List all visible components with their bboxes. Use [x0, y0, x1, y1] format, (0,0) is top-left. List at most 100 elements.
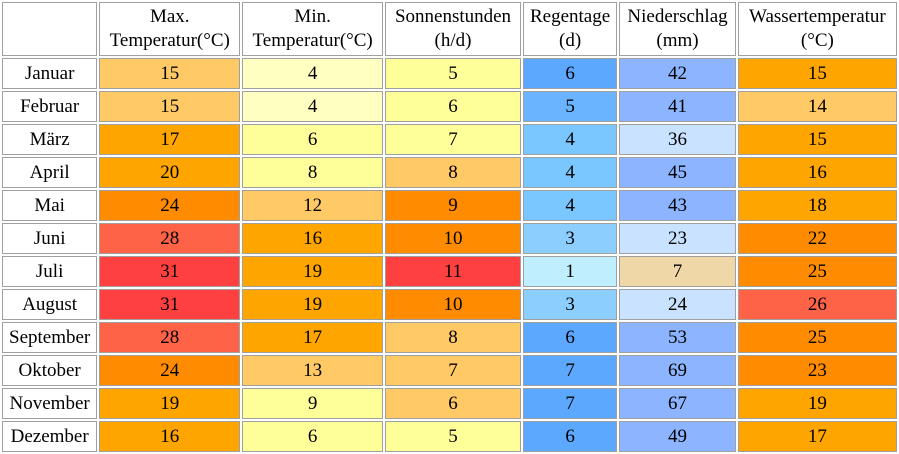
cell-water_temp: 18 [737, 190, 897, 221]
column-header-max_temp: Max. Temperatur(°C) [99, 2, 241, 56]
cell-sun: 6 [385, 91, 521, 122]
cell-max_temp: 16 [99, 421, 241, 452]
cell-precip: 41 [619, 91, 736, 122]
cell-max_temp: 31 [99, 289, 241, 320]
cell-max_temp: 17 [99, 124, 241, 155]
month-label: Januar [2, 58, 98, 89]
cell-precip: 43 [619, 190, 736, 221]
table-header: Max. Temperatur(°C) Min. Temperatur(°C) Sonn… [2, 2, 897, 56]
header-row: Max. Temperatur(°C) Min. Temperatur(°C) Sonn… [2, 2, 897, 56]
cell-min_temp: 19 [242, 256, 384, 287]
cell-precip: 7 [619, 256, 736, 287]
cell-rain_days: 3 [522, 223, 618, 254]
cell-min_temp: 13 [242, 355, 384, 386]
cell-max_temp: 24 [99, 190, 241, 221]
cell-water_temp: 26 [737, 289, 897, 320]
column-header-line: (h/d) [434, 30, 472, 51]
cell-rain_days: 4 [522, 124, 618, 155]
cell-sun: 9 [385, 190, 521, 221]
month-label: August [2, 289, 98, 320]
cell-water_temp: 16 [737, 157, 897, 188]
cell-water_temp: 23 [737, 355, 897, 386]
column-header-line: (mm) [656, 30, 699, 51]
month-label: Juli [2, 256, 98, 287]
column-header-line: Temperatur(°C) [252, 30, 373, 51]
month-label: März [2, 124, 98, 155]
cell-sun: 5 [385, 421, 521, 452]
cell-min_temp: 6 [242, 421, 384, 452]
cell-sun: 5 [385, 58, 521, 89]
cell-min_temp: 12 [242, 190, 384, 221]
cell-sun: 10 [385, 289, 521, 320]
cell-min_temp: 17 [242, 322, 384, 353]
column-header-line: Wassertemperatur [749, 6, 886, 27]
cell-water_temp: 22 [737, 223, 897, 254]
table-row: Mai 24 12 9 4 43 18 [2, 190, 897, 221]
cell-min_temp: 6 [242, 124, 384, 155]
cell-rain_days: 6 [522, 322, 618, 353]
cell-rain_days: 5 [522, 91, 618, 122]
cell-precip: 45 [619, 157, 736, 188]
month-label: Juni [2, 223, 98, 254]
column-header-line: (°C) [800, 30, 834, 51]
cell-sun: 7 [385, 124, 521, 155]
column-header-rain_days: Regentage (d) [522, 2, 618, 56]
cell-rain_days: 4 [522, 157, 618, 188]
table-row: Februar 15 4 6 5 41 14 [2, 91, 897, 122]
cell-precip: 53 [619, 322, 736, 353]
column-header-line: Max. [149, 6, 190, 27]
cell-sun: 8 [385, 157, 521, 188]
cell-min_temp: 4 [242, 58, 384, 89]
column-header-min_temp: Min. Temperatur(°C) [242, 2, 384, 56]
cell-min_temp: 9 [242, 388, 384, 419]
cell-max_temp: 15 [99, 91, 241, 122]
cell-rain_days: 1 [522, 256, 618, 287]
cell-water_temp: 25 [737, 322, 897, 353]
cell-sun: 7 [385, 355, 521, 386]
cell-max_temp: 28 [99, 322, 241, 353]
table-row: März 17 6 7 4 36 15 [2, 124, 897, 155]
cell-water_temp: 15 [737, 58, 897, 89]
month-label: Mai [2, 190, 98, 221]
cell-max_temp: 15 [99, 58, 241, 89]
month-label: April [2, 157, 98, 188]
cell-max_temp: 28 [99, 223, 241, 254]
column-header-line: Niederschlag [627, 6, 728, 27]
column-header-water_temp: Wassertemperatur (°C) [737, 2, 897, 56]
corner-cell [2, 2, 98, 56]
cell-water_temp: 25 [737, 256, 897, 287]
cell-water_temp: 15 [737, 124, 897, 155]
column-header-sun: Sonnenstunden (h/d) [385, 2, 521, 56]
table-row: September 28 17 8 6 53 25 [2, 322, 897, 353]
column-header-precip: Niederschlag (mm) [619, 2, 736, 56]
month-label: Dezember [2, 421, 98, 452]
column-header-line: Min. [294, 6, 331, 27]
table-row: Januar 15 4 5 6 42 15 [2, 58, 897, 89]
column-header-line: Temperatur(°C) [109, 30, 230, 51]
cell-rain_days: 6 [522, 58, 618, 89]
cell-sun: 11 [385, 256, 521, 287]
column-header-line: (d) [559, 30, 582, 51]
cell-water_temp: 14 [737, 91, 897, 122]
table-row: Dezember 16 6 5 6 49 17 [2, 421, 897, 452]
month-label: Oktober [2, 355, 98, 386]
cell-sun: 10 [385, 223, 521, 254]
table-body: Januar 15 4 5 6 42 15 Februar 15 4 6 5 41 14 März 17 6 7 4… [2, 58, 897, 452]
table-row: August 31 19 10 3 24 26 [2, 289, 897, 320]
cell-min_temp: 8 [242, 157, 384, 188]
cell-precip: 24 [619, 289, 736, 320]
table-row: November 19 9 6 7 67 19 [2, 388, 897, 419]
cell-rain_days: 4 [522, 190, 618, 221]
cell-min_temp: 4 [242, 91, 384, 122]
table-row: Juni 28 16 10 3 23 22 [2, 223, 897, 254]
cell-max_temp: 19 [99, 388, 241, 419]
cell-precip: 67 [619, 388, 736, 419]
cell-rain_days: 7 [522, 355, 618, 386]
cell-rain_days: 6 [522, 421, 618, 452]
cell-precip: 36 [619, 124, 736, 155]
cell-water_temp: 17 [737, 421, 897, 452]
cell-sun: 8 [385, 322, 521, 353]
cell-precip: 42 [619, 58, 736, 89]
cell-rain_days: 7 [522, 388, 618, 419]
